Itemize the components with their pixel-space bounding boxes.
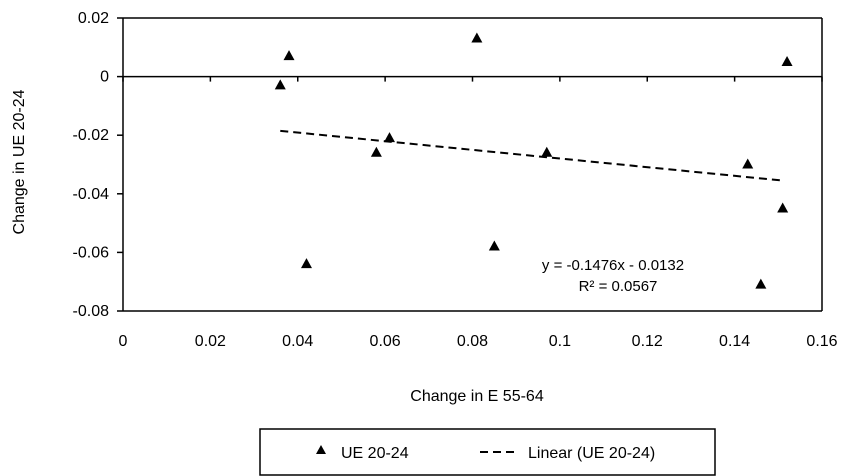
data-point-0-5 <box>471 32 483 43</box>
x-tick-label-0: 0 <box>119 333 128 350</box>
trendline-r-squared: R² = 0.0567 <box>579 278 658 295</box>
x-tick-label-4: 0.08 <box>457 333 488 350</box>
data-point-0-2 <box>300 258 312 269</box>
legend-label-trendline: Linear (UE 20-24) <box>528 445 655 462</box>
x-tick-label-6: 0.12 <box>632 333 663 350</box>
y-tick-label-3: -0.04 <box>73 186 110 203</box>
y-tick-label-0: 0.02 <box>78 10 109 27</box>
data-point-0-9 <box>755 278 767 289</box>
y-tick-label-1: 0 <box>100 69 109 86</box>
x-tick-label-2: 0.04 <box>282 333 313 350</box>
x-tick-label-7: 0.14 <box>719 333 750 350</box>
data-point-0-3 <box>370 146 382 157</box>
data-point-0-11 <box>781 55 793 66</box>
data-point-0-4 <box>383 132 395 143</box>
legend-label-series: UE 20-24 <box>341 445 409 462</box>
trendline <box>280 129 783 182</box>
data-point-0-6 <box>488 240 500 251</box>
trendline-equation: y = -0.1476x - 0.0132 <box>542 257 684 274</box>
y-tick-label-4: -0.06 <box>73 244 110 261</box>
y-tick-label-5: -0.08 <box>73 303 110 320</box>
legend: UE 20-24 Linear (UE 20-24) <box>259 428 716 476</box>
y-axis-title: Change in UE 20-24 <box>11 89 28 234</box>
x-tick-label-5: 0.1 <box>549 333 571 350</box>
legend-triangle-marker <box>316 445 326 454</box>
x-axis-title: Change in E 55-64 <box>410 388 544 405</box>
x-tick-label-8: 0.16 <box>806 333 837 350</box>
data-point-0-7 <box>541 146 553 157</box>
data-point-0-8 <box>742 158 754 169</box>
data-point-0-0 <box>274 79 286 90</box>
x-tick-label-1: 0.02 <box>195 333 226 350</box>
x-tick-label-3: 0.06 <box>370 333 401 350</box>
data-point-0-10 <box>777 202 789 213</box>
data-point-0-1 <box>283 50 295 61</box>
y-tick-label-2: -0.02 <box>73 127 110 144</box>
